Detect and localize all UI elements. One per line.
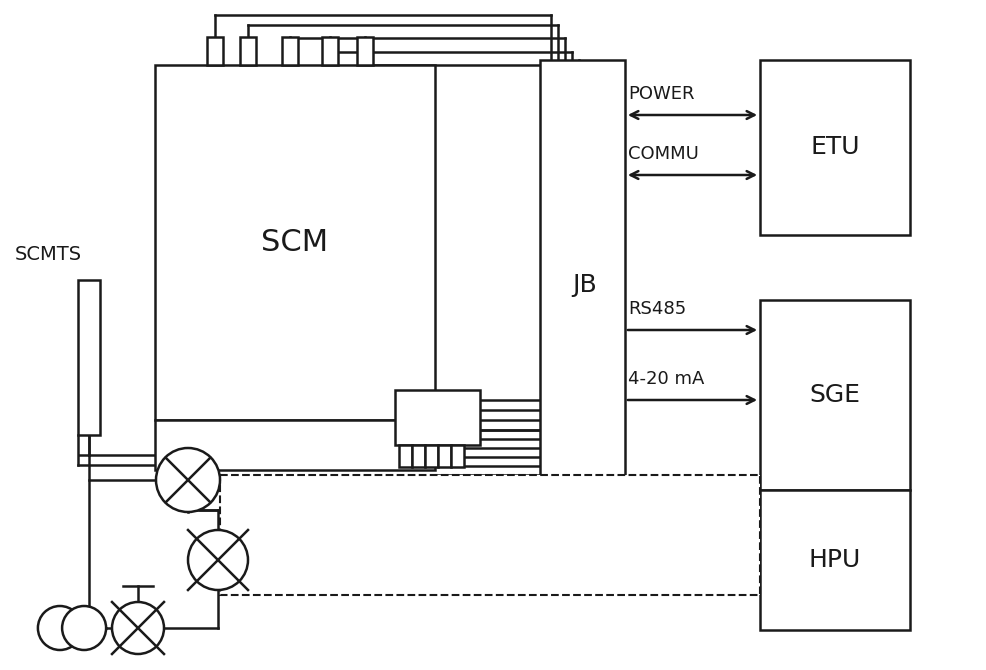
Bar (425, 445, 438, 467)
Bar (207, 37, 223, 65)
Bar (451, 445, 464, 467)
Bar (760, 300, 910, 490)
Circle shape (37, 606, 82, 650)
Text: SCM: SCM (261, 228, 328, 257)
Bar (322, 37, 338, 65)
Text: COMMU: COMMU (628, 145, 699, 163)
Bar (540, 60, 625, 510)
Circle shape (112, 602, 164, 654)
Text: SCMTS: SCMTS (15, 245, 82, 265)
Bar (395, 390, 480, 445)
Circle shape (62, 606, 106, 650)
Bar (282, 37, 298, 65)
Bar (399, 445, 412, 467)
Bar (155, 420, 435, 470)
Bar (357, 37, 373, 65)
Circle shape (188, 530, 248, 590)
Bar (78, 280, 100, 435)
Bar (760, 490, 910, 630)
Bar (155, 65, 435, 420)
Circle shape (156, 448, 220, 512)
Bar (760, 60, 910, 235)
Text: JB: JB (572, 273, 597, 297)
Bar (220, 475, 760, 595)
Text: HPU: HPU (809, 548, 861, 572)
Text: SGE: SGE (810, 383, 861, 407)
Text: RS485: RS485 (628, 300, 686, 318)
Bar (412, 445, 425, 467)
Text: 4-20 mA: 4-20 mA (628, 370, 704, 388)
Bar (240, 37, 256, 65)
Text: ETU: ETU (810, 135, 860, 159)
Text: POWER: POWER (628, 85, 694, 103)
Bar (438, 445, 451, 467)
